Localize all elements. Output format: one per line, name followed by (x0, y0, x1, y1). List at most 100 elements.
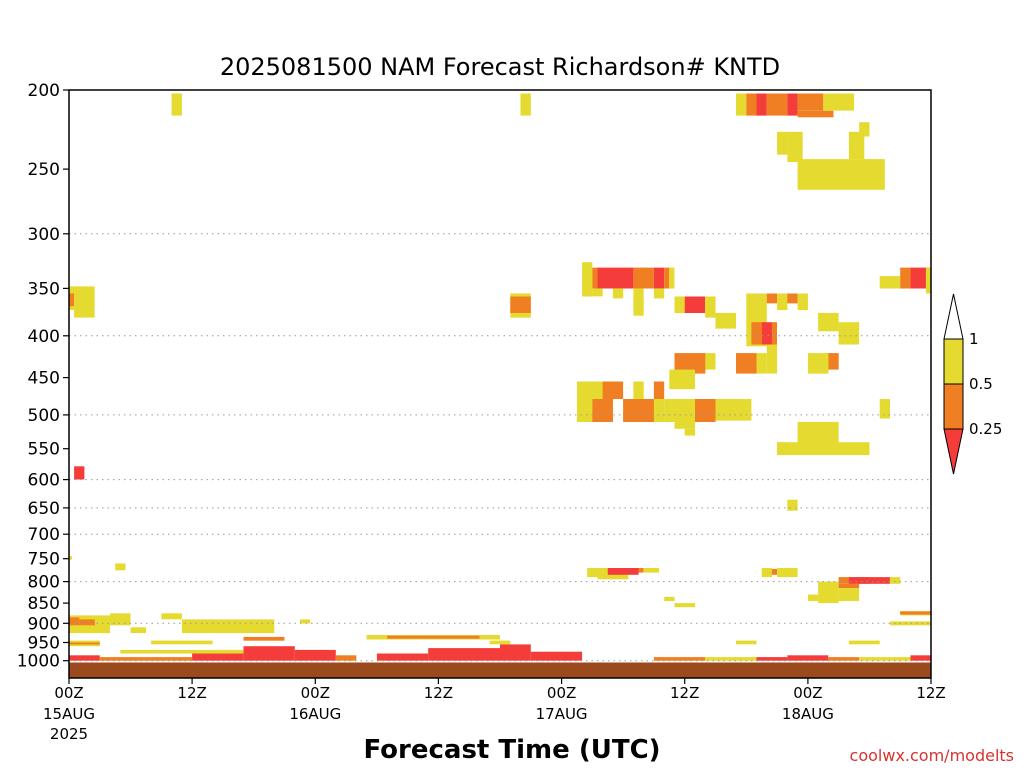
x-tick-label-1: 12Z (177, 684, 206, 702)
ri-cell-59 (633, 381, 644, 399)
x-tick-label-3: 12Z (424, 684, 453, 702)
y-tick-label-900: 900 (28, 614, 60, 634)
colorbar-bin-yellow (943, 338, 964, 385)
y-tick-label-250: 250 (28, 160, 60, 180)
colorbar-level-1: 0.5 (969, 375, 993, 393)
colorbar-bin-red (943, 428, 964, 475)
ri-cell-36 (684, 296, 706, 313)
ri-cell-9 (823, 93, 855, 111)
ri-cell-124 (120, 649, 244, 654)
ri-cell-19 (900, 267, 911, 289)
ri-cell-47 (761, 322, 772, 345)
ri-cell-129 (910, 655, 931, 661)
ri-cell-120 (530, 651, 583, 661)
ri-cell-67 (879, 399, 890, 419)
ri-cell-86 (848, 577, 890, 584)
ri-cell-95 (69, 617, 80, 626)
ri-cell-45 (838, 322, 860, 345)
ri-cell-127 (787, 655, 829, 661)
ri-cell-46 (751, 322, 762, 345)
ri-cell-58 (602, 381, 624, 399)
ri-cell-53 (736, 353, 757, 374)
ri-cell-83 (771, 568, 777, 575)
ri-cell-112 (736, 640, 757, 645)
x-tick-label-0: 00Z (54, 684, 83, 702)
ri-cell-65 (695, 399, 716, 422)
ri-cell-108 (243, 636, 285, 641)
ri-cell-14 (797, 159, 885, 190)
ri-cell-97 (110, 613, 131, 626)
ri-cell-117 (376, 653, 429, 661)
ri-cell-69 (684, 428, 695, 436)
ri-cell-123 (192, 653, 244, 661)
x-tick-label-7: 12Z (916, 684, 945, 702)
ri-cell-13 (848, 131, 865, 160)
ri-cell-24 (597, 267, 634, 289)
ri-cell-64 (664, 399, 695, 422)
ri-cell-18 (879, 276, 901, 289)
y-tick-label-450: 450 (28, 369, 60, 389)
x-tick-label-4: 00Z (547, 684, 576, 702)
y-tick-label-350: 350 (28, 279, 60, 299)
x-axis: 00Z 15AUG 2025 12Z 00Z 16AUG 12Z 00Z 17AUG 12Z 00Z… (43, 678, 946, 743)
ri-cell-25 (633, 267, 654, 289)
ri-cell-3 (746, 93, 757, 116)
ri-cell-10 (859, 122, 870, 137)
ri-cell-4 (756, 93, 767, 116)
ri-cell-56 (807, 353, 829, 374)
ri-cell-26 (653, 267, 665, 289)
ri-cell-43 (797, 293, 808, 311)
ri-cell-90 (838, 583, 860, 589)
ri-cell-118 (428, 648, 500, 661)
ri-cell-111 (489, 640, 511, 645)
ri-cell-63 (623, 399, 654, 422)
ri-cell-119 (500, 644, 531, 661)
ri-cell-126 (756, 657, 788, 661)
ri-cell-82 (761, 568, 772, 578)
ri-cell-84 (777, 568, 798, 578)
ri-cell-0 (171, 93, 182, 116)
ri-cell-48 (771, 322, 777, 345)
x-tick-label-5: 12Z (670, 684, 699, 702)
y-tick-label-300: 300 (28, 225, 60, 245)
ri-cell-77 (587, 568, 598, 578)
ri-cell-27 (664, 267, 670, 289)
x-date-label-4: 17AUG (536, 705, 588, 723)
ri-cell-107 (151, 640, 213, 645)
ri-cell-2 (736, 93, 747, 116)
colorbar-bin-orange (943, 383, 964, 430)
ri-cell-79 (607, 568, 639, 575)
ri-cell-38 (715, 312, 736, 329)
ri-cell-7 (797, 93, 824, 111)
ri-cell-12 (787, 131, 803, 162)
y-tick-label-500: 500 (28, 406, 60, 426)
ri-cell-8 (797, 110, 834, 118)
ri-cell-76 (115, 563, 126, 571)
ri-cell-128 (828, 657, 860, 661)
ri-cell-17 (74, 286, 95, 318)
ri-cell-88 (818, 581, 839, 604)
y-tick-label-700: 700 (28, 525, 60, 545)
y-tick-label-550: 550 (28, 440, 60, 460)
ri-cell-31 (633, 288, 644, 316)
ground-layer (69, 662, 931, 678)
ri-cell-89 (807, 594, 819, 601)
ri-cell-100 (181, 619, 275, 634)
ri-cell-42 (787, 293, 798, 304)
ri-cell-106 (69, 642, 100, 645)
ri-cell-96 (79, 619, 95, 626)
ri-cell-103 (900, 611, 931, 615)
ri-cell-110 (387, 635, 480, 639)
ri-cell-22 (582, 262, 593, 297)
ri-cell-80 (638, 568, 644, 573)
y-tick-label-800: 800 (28, 573, 60, 593)
colorbar-level-2: 0.25 (969, 420, 1002, 438)
ri-cell-125 (653, 657, 706, 661)
ri-cell-87 (890, 577, 901, 584)
ri-cell-37 (705, 296, 716, 318)
ri-cell-114 (243, 646, 295, 661)
ri-cell-44 (818, 312, 839, 332)
ri-cell-54 (756, 353, 767, 374)
ri-cell-93 (674, 603, 695, 608)
colorbar: 1 0.5 0.25 (943, 293, 1002, 475)
